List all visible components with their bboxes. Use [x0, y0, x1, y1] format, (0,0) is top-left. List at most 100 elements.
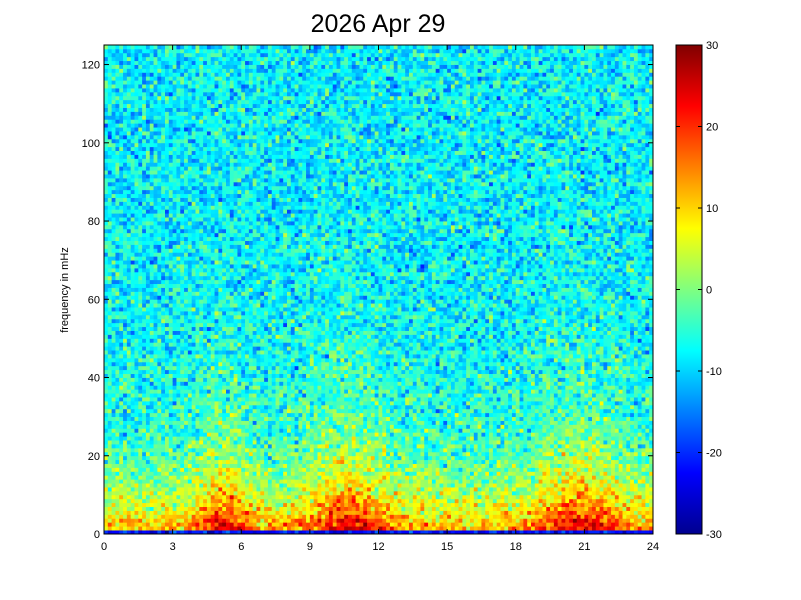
heatmap-cell	[172, 119, 177, 124]
heatmap-cell	[142, 291, 147, 296]
heatmap-cell	[222, 342, 227, 347]
heatmap-cell	[237, 80, 242, 85]
heatmap-cell	[184, 150, 189, 155]
heatmap-cell	[226, 498, 231, 504]
heatmap-cell	[165, 181, 170, 187]
heatmap-cell	[176, 72, 181, 77]
heatmap-cell	[134, 444, 139, 449]
heatmap-cell	[214, 483, 219, 488]
heatmap-cell	[138, 369, 143, 375]
heatmap-cell	[226, 264, 231, 269]
heatmap-cell	[229, 498, 235, 504]
heatmap-cell	[138, 291, 143, 296]
heatmap-cell	[222, 494, 227, 500]
heatmap-cell	[134, 64, 139, 69]
heatmap-cell	[237, 221, 242, 226]
heatmap-cell	[134, 197, 139, 202]
heatmap-cell	[126, 52, 132, 58]
heatmap-cell	[168, 240, 174, 245]
heatmap-cell	[149, 197, 154, 202]
heatmap-cell	[226, 76, 231, 81]
heatmap-cell	[138, 244, 143, 249]
heatmap-cell	[187, 185, 193, 191]
heatmap-cell	[229, 428, 235, 433]
heatmap-cell	[130, 217, 135, 222]
heatmap-cell	[210, 221, 215, 226]
heatmap-cell	[241, 393, 246, 398]
heatmap-cell	[199, 494, 204, 500]
heatmap-cell	[149, 510, 154, 515]
heatmap-cell	[187, 334, 193, 339]
heatmap-cell	[252, 291, 257, 296]
heatmap-cell	[199, 471, 204, 476]
heatmap-cell	[252, 181, 257, 187]
heatmap-cell	[130, 318, 135, 324]
heatmap-cell	[245, 369, 250, 375]
heatmap-cell	[123, 369, 128, 375]
heatmap-cell	[157, 314, 162, 320]
heatmap-cell	[233, 244, 238, 249]
heatmap-cell	[172, 334, 177, 339]
heatmap-cell	[157, 455, 162, 461]
heatmap-cell	[222, 88, 227, 93]
heatmap-cell	[168, 142, 174, 148]
heatmap-cell	[237, 162, 242, 167]
heatmap-cell	[203, 267, 208, 273]
heatmap-cell	[203, 451, 208, 457]
heatmap-cell	[187, 275, 193, 281]
heatmap-cell	[119, 240, 124, 245]
heatmap-cell	[199, 170, 204, 175]
heatmap-cell	[203, 68, 208, 73]
heatmap-cell	[138, 381, 143, 386]
heatmap-cell	[123, 72, 128, 77]
heatmap-cell	[104, 209, 109, 214]
heatmap-cell	[104, 440, 109, 445]
heatmap-cell	[153, 68, 158, 73]
heatmap-cell	[123, 201, 128, 206]
heatmap-cell	[222, 256, 227, 261]
heatmap-cell	[119, 314, 124, 320]
heatmap-cell	[107, 444, 113, 449]
heatmap-cell	[210, 146, 215, 152]
heatmap-cell	[153, 526, 158, 531]
heatmap-cell	[157, 299, 162, 304]
heatmap-cell	[157, 459, 162, 464]
heatmap-cell	[111, 350, 116, 355]
heatmap-cell	[126, 134, 132, 140]
heatmap-cell	[161, 416, 166, 421]
heatmap-cell	[180, 451, 185, 457]
heatmap-cell	[149, 436, 154, 441]
heatmap-cell	[172, 99, 177, 105]
heatmap-cell	[180, 490, 185, 496]
heatmap-cell	[245, 158, 250, 163]
heatmap-cell	[203, 213, 208, 218]
heatmap-cell	[107, 76, 113, 81]
heatmap-cell	[206, 224, 212, 230]
heatmap-cell	[180, 314, 185, 320]
heatmap-cell	[199, 338, 204, 343]
heatmap-cell	[111, 205, 116, 210]
heatmap-cell	[104, 444, 109, 449]
heatmap-cell	[126, 510, 132, 515]
heatmap-cell	[111, 444, 116, 449]
heatmap-cell	[222, 244, 227, 249]
heatmap-cell	[153, 45, 158, 50]
heatmap-cell	[229, 154, 235, 159]
heatmap-cell	[149, 52, 154, 58]
heatmap-cell	[168, 381, 174, 386]
heatmap-cell	[107, 91, 113, 97]
heatmap-cell	[203, 103, 208, 108]
heatmap-cell	[191, 91, 196, 97]
heatmap-cell	[206, 365, 212, 371]
heatmap-cell	[187, 420, 193, 425]
heatmap-cell	[107, 291, 113, 296]
heatmap-cell	[176, 80, 181, 85]
heatmap-cell	[123, 224, 128, 230]
heatmap-cell	[195, 377, 200, 382]
heatmap-cell	[245, 103, 250, 108]
heatmap-cell	[104, 365, 109, 371]
heatmap-cell	[142, 514, 147, 519]
heatmap-cell	[107, 326, 113, 331]
heatmap-cell	[195, 354, 200, 359]
heatmap-cell	[222, 232, 227, 238]
